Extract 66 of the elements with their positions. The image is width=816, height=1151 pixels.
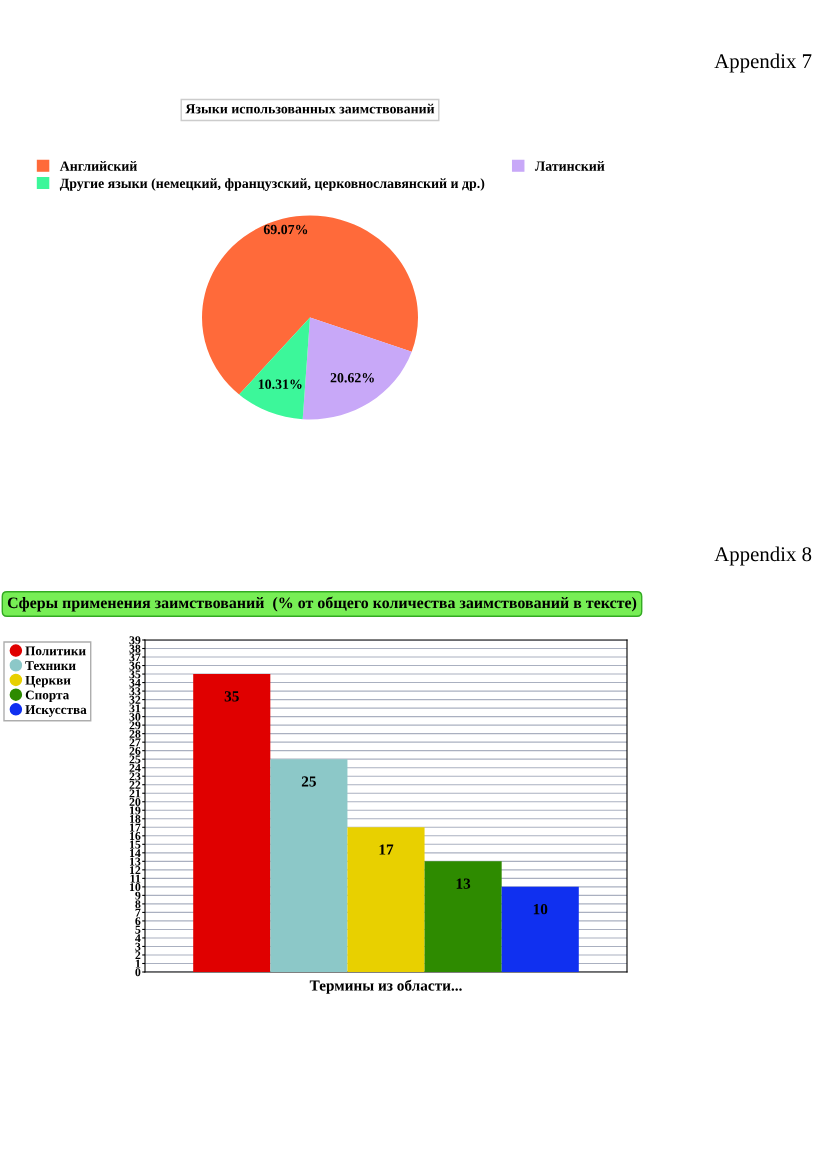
y-tick-label: 37 bbox=[129, 653, 141, 662]
chart-title: Языки использованных заимствований bbox=[185, 103, 435, 114]
y-tick-label: 3 bbox=[135, 942, 141, 951]
y-tick-label: 21 bbox=[129, 789, 141, 798]
y-tick-label: 36 bbox=[129, 661, 141, 670]
y-tick-label: 28 bbox=[129, 729, 141, 738]
y-tick-label: 27 bbox=[129, 738, 141, 747]
legend-label: Искусства bbox=[25, 705, 87, 717]
y-tick-label: 30 bbox=[129, 712, 141, 721]
bar bbox=[347, 827, 425, 972]
text: Appendix 8 bbox=[714, 546, 812, 566]
y-tick-label: 9 bbox=[135, 891, 141, 900]
y-tick-label: 20 bbox=[129, 797, 141, 806]
y-tick-label: 7 bbox=[135, 908, 141, 917]
y-tick-label: 19 bbox=[129, 806, 141, 815]
y-tick-label: 34 bbox=[129, 678, 141, 687]
y-tick-label: 29 bbox=[129, 721, 141, 730]
data-label: 17 bbox=[379, 844, 394, 855]
y-tick-label: 15 bbox=[129, 840, 141, 849]
y-tick-label: 0 bbox=[135, 968, 141, 977]
y-tick-label: 14 bbox=[129, 849, 141, 857]
y-tick-label: 24 bbox=[129, 763, 141, 772]
y-tick-label: 12 bbox=[129, 866, 141, 874]
y-tick-label: 16 bbox=[129, 832, 141, 841]
y-tick-label: 10 bbox=[129, 883, 141, 892]
y-tick-label: 17 bbox=[129, 823, 141, 832]
y-tick-label: 22 bbox=[129, 781, 141, 789]
y-tick-label: 23 bbox=[129, 772, 141, 781]
y-tick-label: 5 bbox=[135, 925, 141, 934]
y-tick-label: 39 bbox=[129, 636, 141, 645]
y-tick-label: 4 bbox=[135, 934, 141, 943]
data-label: 69.07% bbox=[263, 224, 308, 235]
chart-title: Сферы применения заимствований (% от общего количества заимствований в тексте) bbox=[7, 596, 637, 612]
bar bbox=[270, 759, 348, 972]
y-tick-label: 25 bbox=[129, 755, 141, 764]
y-tick-label: 2 bbox=[135, 951, 141, 960]
legend-label: Другие языки (немецкий, французский, церковнославянский и др.) bbox=[59, 178, 485, 191]
y-tick-label: 31 bbox=[129, 704, 141, 713]
legend-label: Спорта bbox=[25, 690, 70, 703]
y-tick-label: 8 bbox=[135, 900, 141, 909]
data-label: 10 bbox=[533, 904, 548, 915]
x-axis-title: Термины из области... bbox=[309, 979, 462, 994]
legend-label: Политики bbox=[25, 646, 86, 656]
bar bbox=[424, 861, 502, 972]
y-tick-label: 26 bbox=[129, 746, 141, 755]
text: Appendix 7 bbox=[714, 53, 812, 73]
bar bbox=[193, 674, 271, 972]
y-tick-label: 32 bbox=[129, 695, 141, 704]
data-label: 35 bbox=[224, 691, 239, 702]
legend-label: Латинский bbox=[534, 161, 605, 171]
y-tick-label: 6 bbox=[135, 917, 141, 926]
legend-label: Церкви bbox=[25, 675, 71, 688]
data-label: 25 bbox=[301, 776, 316, 787]
bar bbox=[501, 886, 579, 972]
y-tick-label: 33 bbox=[129, 687, 141, 696]
y-tick-label: 18 bbox=[129, 815, 141, 823]
legend-label: Техники bbox=[25, 661, 76, 670]
data-label: 10.31% bbox=[258, 379, 302, 389]
data-label: 20.62% bbox=[330, 373, 374, 383]
data-label: 13 bbox=[456, 878, 471, 889]
y-tick-label: 13 bbox=[129, 857, 141, 866]
legend-label: Английский bbox=[59, 161, 137, 171]
y-tick-label: 38 bbox=[129, 644, 141, 653]
y-tick-label: 35 bbox=[129, 670, 141, 679]
y-tick-label: 1 bbox=[135, 959, 141, 968]
y-tick-label: 11 bbox=[130, 874, 141, 883]
